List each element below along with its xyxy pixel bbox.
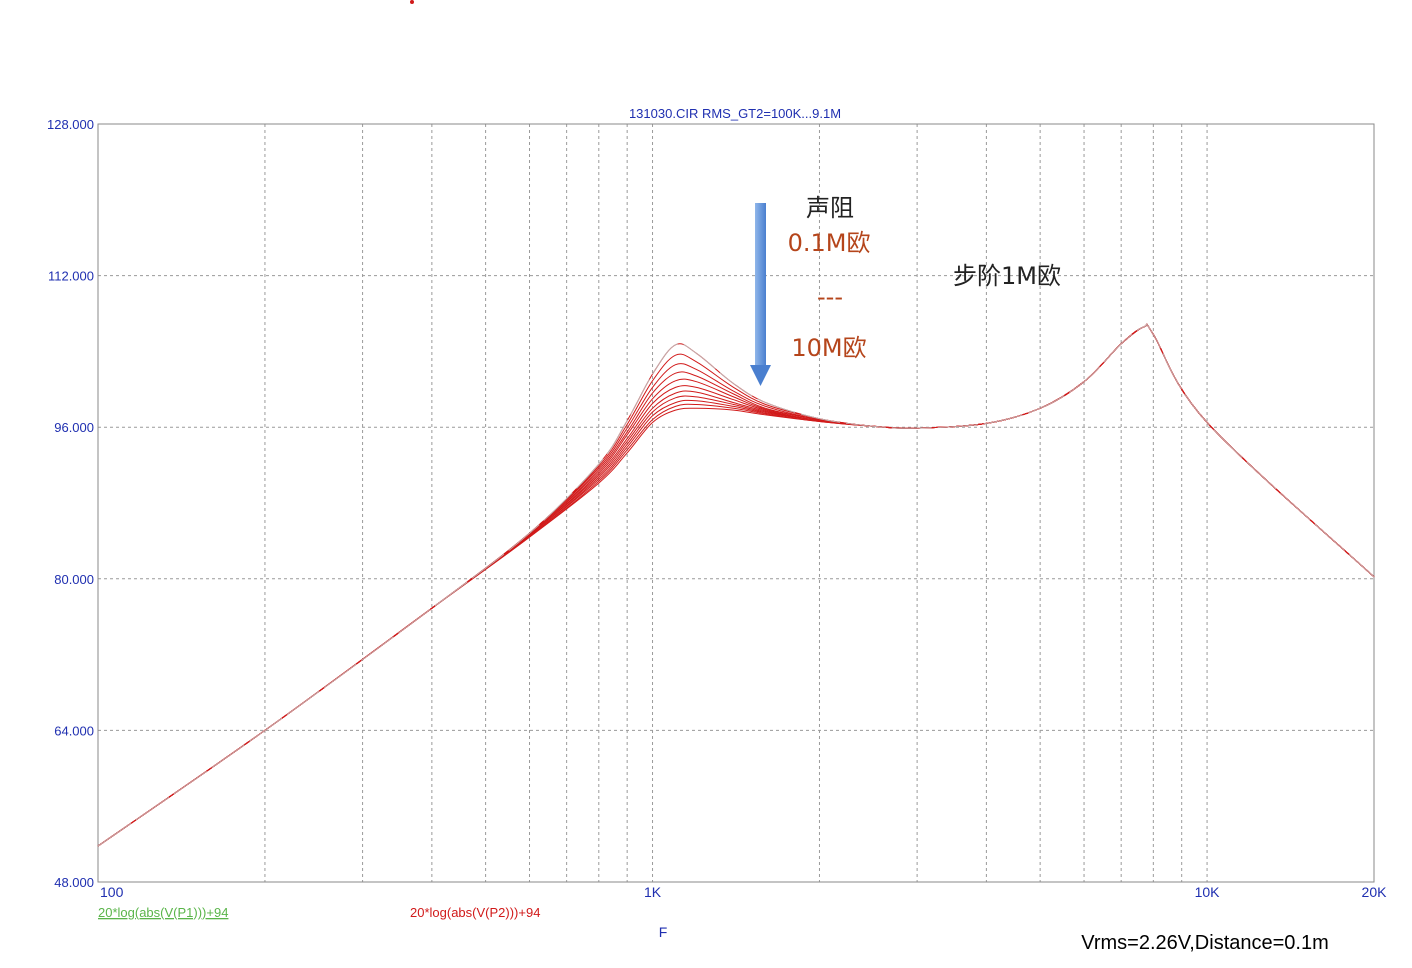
annotation-dash: --- [817,283,843,311]
series-group [97,323,1375,847]
series-line-9 [97,323,1375,847]
series-line-7 [97,323,1375,847]
series-line-4 [97,323,1375,847]
annotation-step: 步阶1M欧 [953,262,1061,290]
grid-lines [98,124,1374,882]
y-tick-label: 64.000 [54,723,94,738]
x-axis-label: F [659,924,668,940]
series-line-11 [97,323,1375,847]
series-line-6 [97,323,1375,847]
down-arrow-icon [750,203,771,386]
series-line-5 [97,323,1375,847]
stray-marker-dot [410,0,414,4]
series-line-3 [97,323,1375,847]
y-tick-label: 48.000 [54,875,94,890]
y-tick-label: 96.000 [54,420,94,435]
legend-entry-p1: 20*log(abs(V(P1)))+94 [98,905,228,920]
annotation-end-value: 10M欧 [791,334,866,362]
legend-entry-p2: 20*log(abs(V(P2)))+94 [410,905,540,920]
series-line-1 [97,323,1375,847]
annotation-start-value: 0.1M欧 [788,229,871,257]
x-tick-labels: 100 1K 10K 20K [100,884,1387,900]
y-tick-label: 112.000 [48,269,94,284]
plot-frame [97,123,1375,883]
series-line-8 [97,323,1375,847]
annotation-resistance: 声阻 [806,194,854,222]
series-line-10 [97,323,1375,847]
chart-title: 131030.CIR RMS_GT2=100K...9.1M [629,106,841,121]
x-tick-label: 1K [644,884,662,900]
y-tick-label: 128.000 [47,117,94,132]
x-tick-label: 10K [1195,884,1221,900]
y-tick-label: 80.000 [54,572,94,587]
series-highlight-trace [97,323,1375,847]
series-line-2 [97,323,1375,847]
x-tick-label: 20K [1362,884,1388,900]
footnote-conditions: Vrms=2.26V,Distance=0.1m [1081,932,1329,954]
x-tick-label: 100 [100,884,124,900]
y-tick-labels: 128.000 112.000 96.000 80.000 64.000 48.000 [47,117,94,890]
